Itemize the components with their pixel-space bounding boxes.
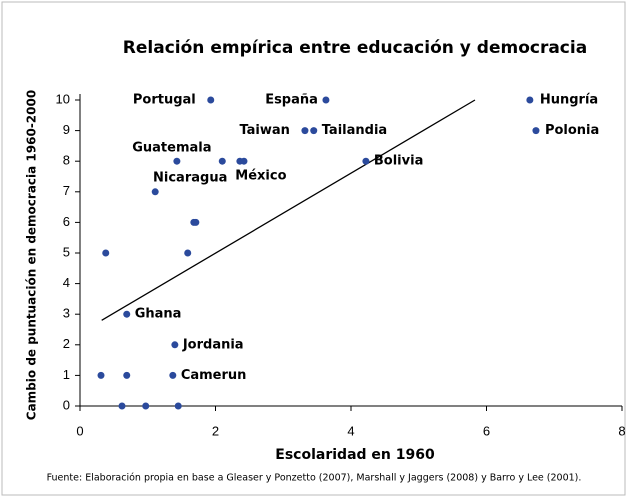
point — [184, 249, 192, 257]
point — [142, 402, 150, 410]
point — [169, 371, 177, 379]
point-label: Portugal — [133, 93, 196, 108]
y-tick-label: 9 — [63, 122, 70, 137]
point — [526, 96, 534, 104]
point — [192, 218, 200, 226]
point — [151, 188, 159, 196]
point — [171, 341, 179, 349]
y-tick-label: 0 — [63, 397, 70, 412]
y-axis-title: Cambio de puntuación en democracia 1960-… — [25, 90, 39, 420]
y-tick-label: 1 — [63, 367, 70, 382]
source-note: Fuente: Elaboración propia en base a Gle… — [47, 473, 582, 484]
point-label: Taiwan — [239, 123, 289, 138]
point-label: Jordania — [182, 337, 244, 352]
point — [362, 157, 370, 165]
point — [218, 157, 226, 165]
y-tick-label: 4 — [63, 275, 70, 290]
y-tick-label: 2 — [63, 336, 70, 351]
x-tick-label: 4 — [347, 423, 354, 438]
point — [123, 371, 131, 379]
point — [173, 157, 181, 165]
x-tick-label: 8 — [618, 423, 625, 438]
point — [301, 127, 309, 135]
point — [123, 310, 131, 318]
x-axis-title: Escolaridad en 1960 — [275, 447, 435, 463]
point-label: Bolivia — [374, 154, 423, 169]
point-label: Tailandia — [322, 123, 387, 138]
point — [240, 157, 248, 165]
point-label: Hungría — [540, 93, 598, 108]
y-tick-label: 8 — [63, 153, 70, 168]
x-tick-label: 2 — [212, 423, 219, 438]
x-tick-label: 0 — [76, 423, 83, 438]
point — [102, 249, 110, 257]
y-tick-label: 3 — [63, 306, 70, 321]
point — [207, 96, 215, 104]
x-tick-label: 6 — [483, 423, 490, 438]
y-tick-label: 10 — [56, 91, 70, 106]
point — [310, 127, 318, 135]
y-tick-label: 5 — [63, 244, 70, 259]
point-label: Camerun — [181, 368, 247, 383]
y-tick-label: 7 — [63, 183, 70, 198]
point-label: Polonia — [545, 123, 599, 138]
point — [97, 371, 105, 379]
y-tick-label: 6 — [63, 214, 70, 229]
chart-title: Relación empírica entre educación y demo… — [123, 38, 587, 58]
point — [174, 402, 182, 410]
point — [532, 127, 540, 135]
point — [322, 96, 330, 104]
point-label: España — [265, 93, 318, 108]
point — [118, 402, 126, 410]
point-label: Nicaragua — [153, 170, 227, 185]
point-label: Guatemala — [132, 141, 211, 156]
point-label: Ghana — [135, 307, 182, 322]
point-label: México — [235, 169, 286, 184]
trend-line — [101, 99, 476, 321]
